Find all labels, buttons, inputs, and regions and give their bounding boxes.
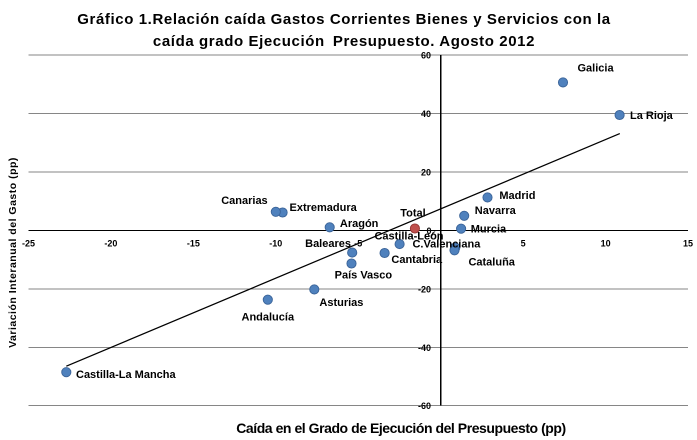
svg-text:Navarra: Navarra bbox=[475, 205, 517, 217]
svg-text:Gráfico 1.Relación caída Gasto: Gráfico 1.Relación caída Gastos Corrient… bbox=[77, 11, 611, 28]
svg-text:La Rioja: La Rioja bbox=[630, 110, 674, 122]
svg-text:Total: Total bbox=[400, 208, 425, 220]
svg-text:caída grado Ejecución Presupue: caída grado Ejecución Presupuesto. Agost… bbox=[153, 33, 535, 50]
svg-text:Cantabria: Cantabria bbox=[391, 254, 443, 266]
svg-text:Galicia: Galicia bbox=[578, 62, 615, 74]
svg-text:-40: -40 bbox=[418, 343, 431, 353]
svg-text:País Vasco: País Vasco bbox=[335, 270, 393, 282]
svg-text:Extremadura: Extremadura bbox=[290, 202, 358, 214]
svg-text:60: 60 bbox=[421, 50, 431, 60]
svg-text:-5: -5 bbox=[354, 238, 362, 248]
svg-text:Baleares: Baleares bbox=[305, 238, 351, 250]
svg-text:0,: 0, bbox=[426, 226, 434, 236]
svg-text:40: 40 bbox=[421, 109, 431, 119]
svg-text:Castilla-León: Castilla-León bbox=[374, 231, 443, 243]
svg-text:Aragón: Aragón bbox=[340, 218, 379, 230]
svg-text:-20: -20 bbox=[104, 238, 117, 248]
svg-text:Caída en el Grado de Ejecución: Caída en el Grado de Ejecución del Presu… bbox=[236, 420, 565, 436]
svg-text:20: 20 bbox=[421, 167, 431, 177]
svg-text:10: 10 bbox=[601, 238, 611, 248]
svg-text:Variación Interanual del Gasto: Variación Interanual del Gasto (pp) bbox=[7, 157, 19, 348]
svg-text:5: 5 bbox=[521, 238, 526, 248]
svg-text:Cataluña: Cataluña bbox=[468, 257, 515, 269]
svg-text:Castilla-La Mancha: Castilla-La Mancha bbox=[76, 369, 177, 381]
svg-text:15: 15 bbox=[683, 238, 693, 248]
svg-text:Andalucía: Andalucía bbox=[242, 311, 295, 323]
svg-text:Asturias: Asturias bbox=[319, 297, 363, 309]
svg-text:-15: -15 bbox=[187, 238, 200, 248]
svg-text:-60: -60 bbox=[418, 401, 431, 411]
svg-text:Madrid: Madrid bbox=[499, 190, 535, 202]
svg-text:-25: -25 bbox=[22, 238, 35, 248]
svg-text:-20: -20 bbox=[418, 284, 431, 294]
svg-text:Canarias: Canarias bbox=[221, 195, 267, 207]
svg-text:-10: -10 bbox=[269, 238, 282, 248]
svg-text:C.Valenciana: C.Valenciana bbox=[412, 238, 481, 250]
svg-text:Murcia: Murcia bbox=[471, 224, 507, 236]
